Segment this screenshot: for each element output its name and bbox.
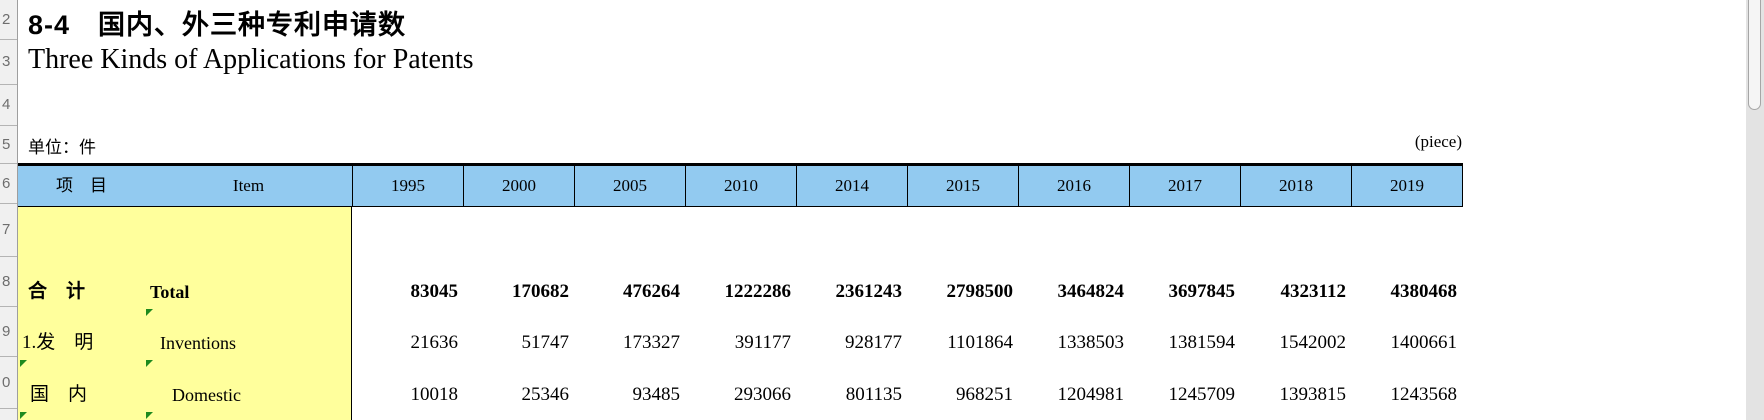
year-header[interactable]: 2000 bbox=[463, 166, 574, 206]
year-header[interactable]: 2010 bbox=[685, 166, 796, 206]
year-header[interactable]: 2017 bbox=[1129, 166, 1240, 206]
data-cell[interactable]: 1204981 bbox=[1057, 384, 1125, 405]
item-column-background bbox=[18, 207, 352, 420]
table-row-domestic: 国 内 Domestic 10018 25346 93485 293066 80… bbox=[18, 359, 1462, 411]
row-header[interactable]: 9 bbox=[0, 307, 17, 358]
row-header[interactable]: 6 bbox=[0, 164, 17, 205]
data-cell[interactable]: 170682 bbox=[512, 281, 569, 302]
row-header[interactable]: 2 bbox=[0, 0, 17, 40]
year-header[interactable]: 2016 bbox=[1018, 166, 1129, 206]
year-header[interactable]: 1995 bbox=[352, 166, 463, 206]
cell-error-indicator-icon bbox=[20, 360, 27, 367]
vertical-scrollbar-thumb[interactable] bbox=[1748, 0, 1761, 110]
item-header-cn[interactable]: 项 目 bbox=[56, 176, 107, 195]
row-header[interactable]: 3 bbox=[0, 40, 17, 85]
data-cell[interactable]: 51747 bbox=[521, 332, 570, 353]
data-cell[interactable]: 4323112 bbox=[1280, 281, 1346, 302]
data-cell[interactable]: 1245709 bbox=[1168, 384, 1236, 405]
year-header[interactable]: 2005 bbox=[574, 166, 685, 206]
row-header[interactable]: 8 bbox=[0, 257, 17, 307]
data-cell[interactable]: 968251 bbox=[956, 384, 1013, 405]
data-cell[interactable]: 173327 bbox=[623, 332, 680, 353]
data-cell[interactable]: 93485 bbox=[632, 384, 681, 405]
data-cell[interactable]: 1400661 bbox=[1390, 332, 1458, 353]
table-row-inventions: 1.发 明 Inventions 21636 51747 173327 3911… bbox=[18, 308, 1462, 359]
data-cell[interactable]: 1243568 bbox=[1390, 384, 1458, 405]
year-header[interactable]: 2015 bbox=[907, 166, 1018, 206]
table-row-total: 合 计 Total 83045 170682 476264 1222286 23… bbox=[18, 258, 1462, 308]
item-label-cn[interactable]: 1.发 明 bbox=[22, 332, 94, 353]
data-cell[interactable]: 928177 bbox=[845, 332, 902, 353]
year-header[interactable]: 2014 bbox=[796, 166, 907, 206]
item-label-cn[interactable]: 国 内 bbox=[30, 384, 88, 405]
item-label-en[interactable]: Total bbox=[150, 282, 190, 302]
table-header-row: 项 目 Item 1995 2000 2005 2010 2014 2015 2… bbox=[18, 163, 1463, 207]
row-header[interactable]: 7 bbox=[0, 204, 17, 257]
data-cell[interactable]: 2798500 bbox=[946, 281, 1014, 302]
cell-error-indicator-icon bbox=[146, 360, 153, 367]
item-label-en[interactable]: Inventions bbox=[160, 333, 236, 353]
row-header[interactable]: 0 bbox=[0, 357, 17, 410]
data-cell[interactable]: 1101864 bbox=[947, 332, 1013, 353]
cell-error-indicator-icon bbox=[20, 412, 27, 419]
data-cell[interactable]: 476264 bbox=[623, 281, 680, 302]
data-cell[interactable]: 3697845 bbox=[1168, 281, 1236, 302]
data-cell[interactable]: 1542002 bbox=[1279, 332, 1347, 353]
data-cell[interactable]: 3464824 bbox=[1057, 281, 1125, 302]
data-cell[interactable]: 10018 bbox=[410, 384, 459, 405]
item-label-cn[interactable]: 合 计 bbox=[28, 281, 86, 302]
data-cell[interactable]: 1222286 bbox=[724, 281, 792, 302]
year-header[interactable]: 2019 bbox=[1351, 166, 1462, 206]
data-cell[interactable]: 293066 bbox=[734, 384, 791, 405]
table-title-cn: 8-4 国内、外三种专利申请数 bbox=[28, 10, 407, 40]
data-cell[interactable]: 391177 bbox=[734, 332, 791, 353]
data-cell[interactable]: 1338503 bbox=[1057, 332, 1125, 353]
data-cell[interactable]: 1393815 bbox=[1279, 384, 1347, 405]
data-cell[interactable]: 1381594 bbox=[1168, 332, 1236, 353]
cell-error-indicator-icon bbox=[146, 309, 153, 316]
data-cell[interactable]: 21636 bbox=[410, 332, 459, 353]
year-header[interactable]: 2018 bbox=[1240, 166, 1351, 206]
row-header[interactable]: 5 bbox=[0, 126, 17, 165]
item-header-en[interactable]: Item bbox=[232, 176, 265, 195]
row-header[interactable] bbox=[0, 409, 17, 420]
data-cell[interactable]: 801135 bbox=[845, 384, 902, 405]
data-cell[interactable]: 4380468 bbox=[1390, 281, 1458, 302]
item-label-en[interactable]: Domestic bbox=[172, 385, 241, 405]
cell-error-indicator-icon bbox=[146, 412, 153, 419]
unit-label-cn: 单位：件 bbox=[28, 138, 96, 157]
data-cell[interactable]: 25346 bbox=[521, 384, 570, 405]
data-cell[interactable]: 2361243 bbox=[835, 281, 903, 302]
data-cell[interactable]: 83045 bbox=[410, 281, 459, 302]
unit-label-en: (piece) bbox=[1414, 132, 1462, 151]
table-title-en: Three Kinds of Applications for Patents bbox=[28, 44, 474, 75]
row-header[interactable]: 4 bbox=[0, 85, 17, 127]
row-gutter: 2 3 4 5 6 7 8 9 0 bbox=[0, 0, 18, 420]
